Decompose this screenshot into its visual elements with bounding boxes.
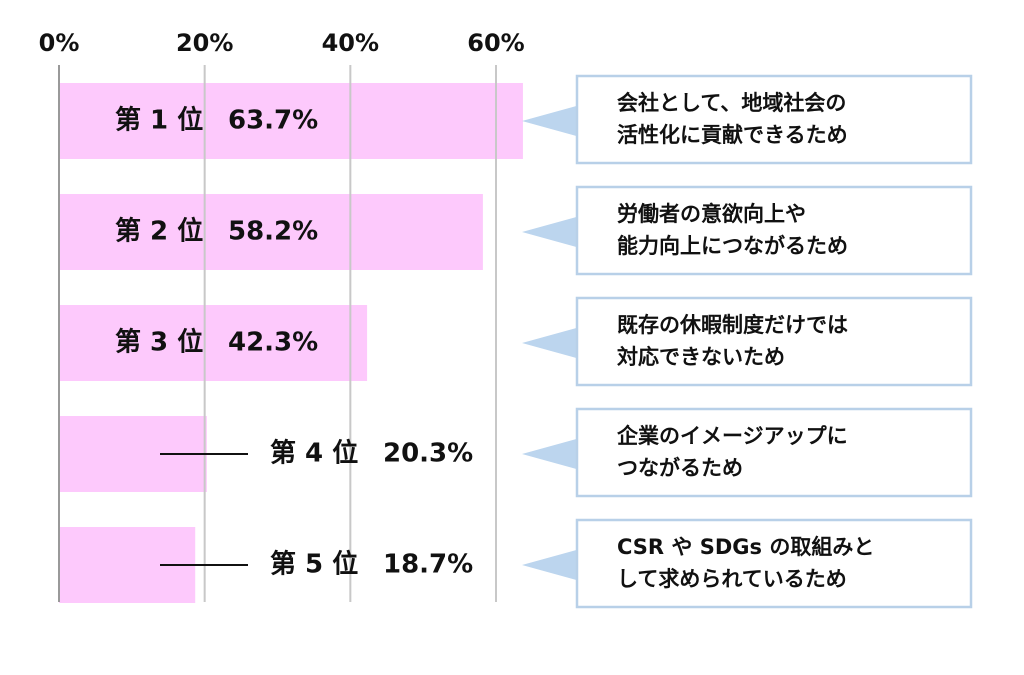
callout-box — [575, 74, 973, 165]
value-label: 58.2% — [228, 217, 318, 247]
category-label: 第 3 位 — [115, 327, 203, 358]
annotation: 会社として、地域社会の — [617, 91, 846, 115]
annotation: つながるため — [617, 456, 743, 480]
category-label: 第 1 位 — [115, 105, 203, 136]
callout-pointer — [522, 327, 580, 359]
value-label: 63.7% — [228, 106, 318, 136]
annotation: して求められているため — [617, 567, 847, 591]
annotation: 企業のイメージアップに — [616, 424, 848, 448]
annotation: CSR や SDGs の取組みと — [617, 535, 874, 559]
callout-pointer — [522, 438, 580, 470]
bar — [59, 305, 368, 381]
x-tick-label: 0% — [39, 29, 80, 57]
category-label: 第 5 位 — [270, 549, 358, 580]
value-label: 20.3% — [383, 439, 473, 469]
bar — [59, 83, 523, 159]
callout-box — [575, 407, 973, 498]
callout-pointer — [522, 549, 580, 581]
x-tick-label: 40% — [322, 29, 379, 57]
category-label: 第 2 位 — [115, 216, 203, 247]
category-label: 第 4 位 — [270, 438, 358, 469]
callout-box — [575, 185, 973, 276]
annotation: 活性化に貢献できるため — [617, 123, 848, 147]
callout-box — [575, 296, 973, 387]
callout-box — [575, 518, 973, 609]
value-label: 18.7% — [383, 550, 473, 580]
annotation: 労働者の意欲向上や — [617, 202, 806, 226]
callout-pointer — [522, 105, 580, 137]
annotation: 対応できないため — [617, 345, 785, 369]
annotation: 能力向上につながるため — [617, 234, 848, 258]
callout-pointer — [522, 216, 580, 248]
value-label: 42.3% — [228, 328, 318, 358]
x-tick-label: 60% — [467, 29, 524, 57]
annotation: 既存の休暇制度だけでは — [617, 313, 848, 337]
x-tick-label: 20% — [176, 29, 233, 57]
bar — [59, 194, 483, 270]
